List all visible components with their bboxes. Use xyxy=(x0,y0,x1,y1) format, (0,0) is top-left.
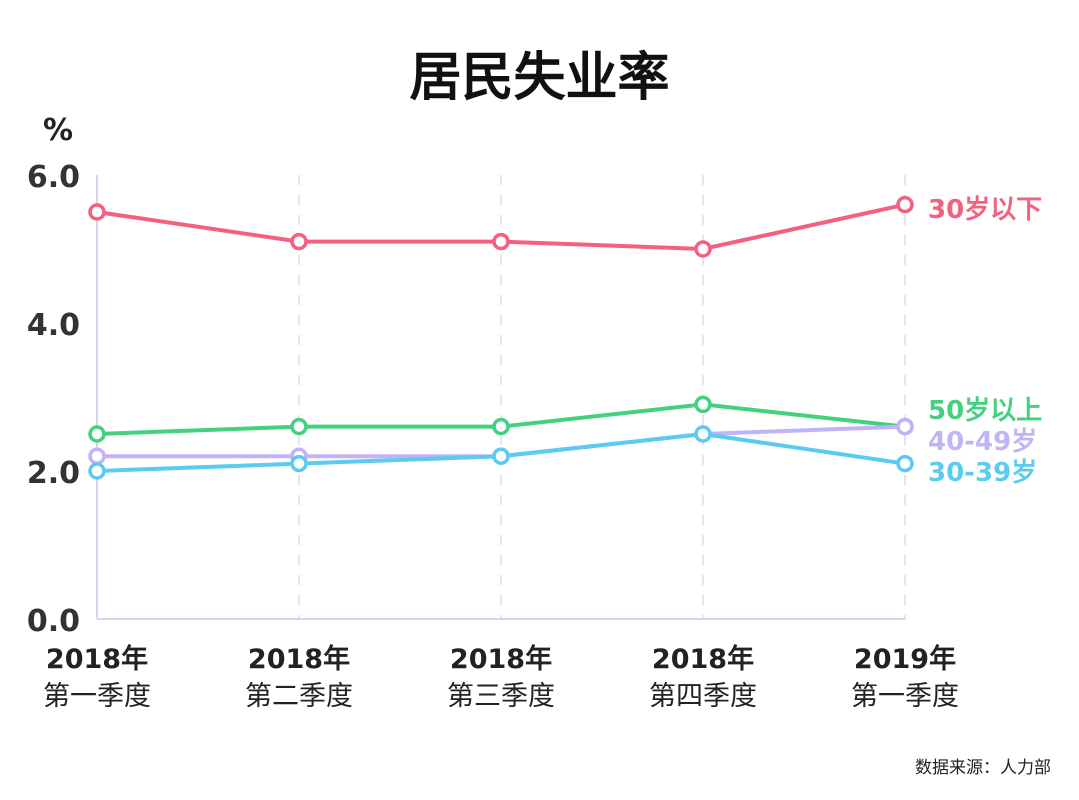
x-tick-label: 2019年 xyxy=(854,643,956,675)
y-axis-label: % xyxy=(43,113,73,148)
series-label: 40-49岁 xyxy=(928,426,1037,457)
data-point xyxy=(694,395,712,414)
x-tick-label: 第三季度 xyxy=(447,681,555,712)
x-tick-label: 2018年 xyxy=(450,643,552,675)
source-note: 数据来源：人力部 xyxy=(915,758,1051,778)
data-point xyxy=(694,425,712,443)
data-point xyxy=(88,203,106,221)
data-point xyxy=(88,425,106,443)
data-point xyxy=(88,447,106,465)
data-point xyxy=(88,462,106,480)
data-point xyxy=(896,417,914,436)
x-tick-label: 第四季度 xyxy=(649,681,757,712)
series-label: 30岁以下 xyxy=(928,194,1042,225)
data-point xyxy=(290,454,308,473)
data-point xyxy=(492,232,510,251)
data-point xyxy=(896,195,914,214)
data-point xyxy=(290,232,308,251)
data-point xyxy=(492,447,510,465)
data-point xyxy=(492,417,510,436)
data-point xyxy=(290,417,308,436)
series-label: 50岁以上 xyxy=(928,395,1042,426)
series-label: 30-39岁 xyxy=(928,457,1037,488)
x-tick-label: 2018年 xyxy=(248,643,350,675)
y-tick-label: 6.0 xyxy=(27,160,80,195)
x-tick-label: 第一季度 xyxy=(43,681,151,712)
chart-title: 居民失业率 xyxy=(409,48,670,108)
y-tick-label: 0.0 xyxy=(27,604,80,639)
data-point xyxy=(896,454,914,473)
y-tick-label: 4.0 xyxy=(27,308,80,343)
x-tick-label: 第二季度 xyxy=(245,681,353,712)
data-point xyxy=(694,240,712,258)
x-tick-label: 2018年 xyxy=(46,643,148,675)
x-tick-label: 2018年 xyxy=(652,643,754,675)
x-tick-label: 第一季度 xyxy=(851,681,959,712)
y-tick-label: 2.0 xyxy=(27,456,80,491)
